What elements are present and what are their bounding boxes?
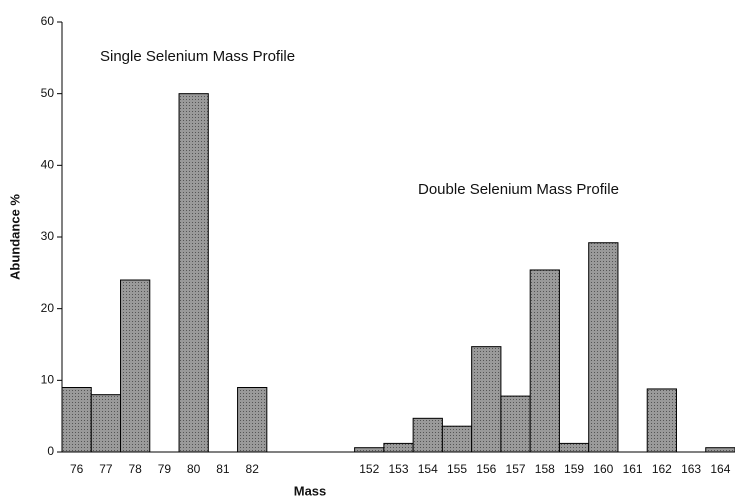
y-tick-label: 0 (47, 444, 54, 458)
bar (646, 388, 677, 453)
bar (705, 447, 735, 453)
bar (90, 394, 122, 453)
bar (500, 395, 531, 453)
x-tick-label: 77 (99, 462, 113, 476)
bar (441, 425, 473, 453)
x-tick-label: 156 (476, 462, 496, 476)
bar (120, 279, 151, 453)
bar (61, 387, 92, 453)
y-tick-label: 30 (41, 229, 55, 243)
x-tick-label: 161 (623, 462, 643, 476)
y-tick-label: 10 (41, 373, 55, 387)
y-tick-label: 40 (41, 158, 55, 172)
x-tick-label: 76 (70, 462, 84, 476)
x-tick-label: 162 (652, 462, 672, 476)
y-tick-label: 50 (41, 86, 55, 100)
bar (558, 442, 590, 453)
bar (178, 93, 209, 453)
y-tick-label: 20 (41, 301, 55, 315)
x-tick-label: 153 (388, 462, 408, 476)
bar (354, 447, 385, 453)
annotation: Double Selenium Mass Profile (418, 181, 619, 198)
x-tick-label: 154 (418, 462, 438, 476)
x-tick-label: 82 (246, 462, 260, 476)
bar (529, 269, 560, 453)
bar (588, 242, 619, 453)
bar (471, 346, 502, 453)
x-tick-label: 157 (506, 462, 526, 476)
x-tick-label: 152 (359, 462, 379, 476)
x-tick-label: 160 (593, 462, 613, 476)
bar (412, 417, 443, 453)
x-tick-label: 80 (187, 462, 201, 476)
x-tick-label: 159 (564, 462, 584, 476)
x-tick-label: 79 (158, 462, 172, 476)
y-axis-title: Abundance % (7, 194, 22, 280)
x-tick-label: 81 (216, 462, 230, 476)
bar (383, 442, 414, 453)
x-axis-title: Mass (294, 483, 327, 498)
x-tick-label: 158 (535, 462, 555, 476)
x-tick-label: 155 (447, 462, 467, 476)
y-tick-label: 60 (41, 14, 55, 28)
annotation: Single Selenium Mass Profile (100, 48, 295, 65)
bar (237, 387, 268, 453)
x-tick-label: 78 (128, 462, 142, 476)
x-tick-label: 163 (681, 462, 701, 476)
x-tick-label: 164 (710, 462, 730, 476)
